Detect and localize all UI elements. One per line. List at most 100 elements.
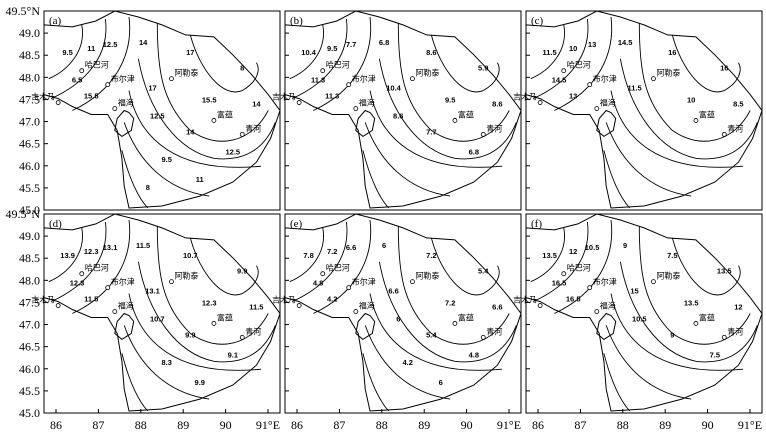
station-label-altay: 阿勒泰 — [656, 271, 680, 281]
y-tick-label: 48.5 — [19, 251, 40, 265]
station-label-haba-river: 哈巴河 — [567, 263, 591, 273]
x-tick-label: 89 — [418, 418, 430, 432]
contour-line — [610, 90, 744, 168]
station-marker-jeminay — [55, 100, 61, 105]
contour-line — [369, 293, 503, 371]
x-tick-label: 91°E — [256, 418, 280, 432]
station-marker-burqin — [105, 285, 111, 291]
contour-line — [362, 150, 390, 209]
contour-line — [554, 219, 613, 314]
contour-label: 6.8 — [379, 38, 389, 47]
panel-label: (a) — [49, 15, 62, 27]
contour-label: 8.3 — [162, 358, 172, 367]
contour-line — [128, 293, 262, 371]
contour-label: 12.5 — [225, 147, 240, 156]
contour-line — [619, 261, 758, 363]
contour-label: 5.9 — [478, 64, 488, 73]
contour-line — [430, 34, 500, 93]
contour-label: 8 — [240, 64, 244, 73]
station-label-burqin: 布尔津 — [111, 74, 135, 84]
contour-line — [72, 219, 131, 314]
contour-label: 11.5 — [84, 295, 98, 304]
contour-label: 14 — [186, 127, 195, 136]
station-marker-burqin — [587, 285, 593, 291]
panel-frame — [284, 213, 522, 414]
y-tick-label: 49.0 — [19, 26, 40, 40]
y-tick-label: 49.5°N — [6, 4, 41, 18]
station-marker-altay — [651, 76, 656, 82]
contour-label: 11.5 — [249, 303, 263, 312]
region-border — [525, 10, 763, 209]
station-label-jeminay: 吉木乃 — [272, 92, 296, 102]
y-tick-label: 45.0 — [19, 203, 40, 217]
contour-label: 10 — [569, 44, 577, 53]
contour-label: 4.8 — [313, 279, 323, 288]
station-marker-burqin — [105, 82, 111, 88]
contour-label: 7.2 — [445, 299, 455, 308]
y-tick-label: 48.0 — [19, 70, 40, 84]
station-label-fuyun: 富蕴 — [217, 312, 233, 322]
contour-label: 9.5 — [62, 48, 72, 57]
contour-label: 11.5 — [543, 48, 557, 57]
station-label-altay: 阿勒泰 — [656, 68, 680, 78]
map-panel: 13.5 12 10.5 9 7.5 13.5 16.5 16.5 15 13.5 12 10.5 9 7… — [513, 213, 763, 414]
station-label-jeminay: 吉木乃 — [272, 295, 296, 305]
y-tick-label: 46.0 — [19, 159, 40, 173]
contour-label: 4.2 — [327, 295, 337, 304]
map-panel: 13.9 12.3 13.1 11.5 10.7 9.9 12.3 11.5 13.1 12.3 1… — [31, 213, 281, 414]
contour-label: 10.5 — [585, 243, 600, 252]
station-label-burqin: 布尔津 — [352, 277, 376, 287]
contour-label: 7.5 — [667, 251, 677, 260]
contour-line — [532, 18, 589, 100]
station-marker-fuyun — [693, 118, 699, 123]
contour-line — [378, 58, 517, 160]
station-marker-haba-river — [79, 271, 85, 277]
panel-frame — [525, 10, 763, 211]
contour-label: 16 — [668, 48, 676, 57]
contour-label: 13.1 — [145, 287, 160, 296]
y-tick-label: 45.5 — [19, 181, 40, 195]
station-marker-altay — [651, 279, 656, 285]
contour-label: 8.5 — [733, 100, 743, 109]
region-border — [43, 10, 281, 209]
region-border — [284, 213, 522, 412]
station-marker-fuhai — [112, 309, 118, 314]
station-marker-altay — [410, 76, 415, 82]
contour-line — [638, 225, 751, 345]
station-marker-jeminay — [296, 100, 302, 105]
station-marker-burqin — [587, 82, 593, 88]
lake-outline — [596, 312, 617, 341]
contour-line — [605, 325, 692, 400]
contour-line — [72, 16, 131, 111]
contour-label: 6.6 — [492, 303, 502, 312]
contour-label: 8.6 — [426, 48, 436, 57]
station-label-altay: 阿勒泰 — [415, 271, 439, 281]
contour-label: 9.9 — [237, 267, 247, 276]
station-marker-fuhai — [353, 106, 359, 111]
y-tick-label: 47.5 — [19, 92, 40, 106]
y-tick-label: 47.5 — [19, 295, 40, 309]
contour-line — [137, 261, 276, 363]
station-label-haba-river: 哈巴河 — [326, 263, 350, 273]
station-label-fuhai: 福海 — [118, 98, 134, 108]
contour-label: 10.7 — [150, 314, 165, 323]
contour-label: 8.6 — [393, 111, 403, 120]
station-marker-burqin — [346, 285, 352, 291]
station-label-fuhai: 福海 — [118, 301, 134, 311]
station-marker-burqin — [346, 82, 352, 88]
contour-label: 9.5 — [327, 44, 337, 53]
contour-label: 9.9 — [185, 330, 195, 339]
y-tick-label: 46.5 — [19, 137, 40, 151]
station-marker-qinghe — [480, 334, 486, 340]
map-panel: 7.8 7.2 6.6 6 7.2 5.4 4.8 4.2 6.6 7.2 6.6 6 5.4 4.8 4.… — [272, 213, 522, 414]
contour-line — [362, 353, 390, 412]
station-marker-altay — [410, 279, 415, 285]
x-tick-label: 90 — [702, 418, 714, 432]
y-tick-label: 46.0 — [19, 362, 40, 376]
contour-line — [50, 18, 107, 100]
contour-label: 16.5 — [566, 295, 581, 304]
station-marker-jeminay — [55, 303, 61, 308]
station-label-burqin: 布尔津 — [593, 277, 617, 287]
contour-label: 6 — [382, 241, 386, 250]
